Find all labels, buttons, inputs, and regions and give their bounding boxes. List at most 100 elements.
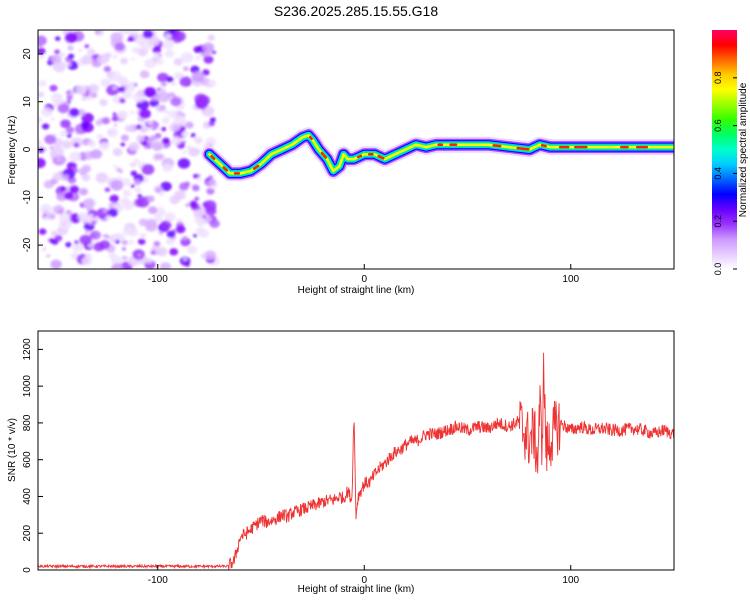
noise-blob xyxy=(209,117,216,123)
noise-blob xyxy=(111,115,119,122)
noise-blob xyxy=(204,250,217,261)
noise-blob xyxy=(164,49,175,58)
noise-blob xyxy=(115,167,122,173)
noise-blob xyxy=(161,117,170,124)
noise-blob xyxy=(147,35,160,46)
noise-blob xyxy=(165,237,175,246)
noise-blob xyxy=(182,235,188,241)
noise-blob xyxy=(80,171,86,176)
noise-blob xyxy=(173,58,183,66)
noise-blob xyxy=(185,121,194,129)
noise-blob xyxy=(50,150,56,155)
colorbar-tick-label: 0.8 xyxy=(713,72,723,85)
noise-blob xyxy=(98,141,110,151)
noise-blob xyxy=(54,234,63,242)
spectrogram-y-tick-label: -10 xyxy=(22,190,33,205)
noise-blob xyxy=(127,38,132,42)
noise-blob xyxy=(122,226,134,236)
noise-blob xyxy=(52,61,66,73)
noise-blob xyxy=(40,107,53,117)
noise-blob xyxy=(156,126,161,130)
snr-y-tick-label: 400 xyxy=(22,488,33,505)
noise-blob xyxy=(136,134,145,143)
noise-blob xyxy=(112,86,117,91)
snr-y-tick-label: 800 xyxy=(22,414,33,431)
noise-blob xyxy=(182,140,187,144)
noise-blob xyxy=(61,174,69,181)
noise-blob xyxy=(81,54,93,65)
noise-blob xyxy=(69,185,80,194)
noise-blob xyxy=(137,253,142,257)
noise-blob xyxy=(124,125,134,133)
noise-blob xyxy=(178,73,184,77)
noise-blob xyxy=(59,52,66,57)
noise-blob xyxy=(164,33,172,40)
noise-blob xyxy=(66,94,73,101)
snr-y-tick-label: 600 xyxy=(22,451,33,468)
noise-blob xyxy=(207,175,214,180)
noise-blob xyxy=(179,256,191,266)
noise-blob xyxy=(153,52,160,58)
snr-x-tick-label: 0 xyxy=(361,575,367,586)
noise-blob xyxy=(95,30,100,35)
noise-blob xyxy=(137,238,146,245)
noise-blob xyxy=(44,134,57,145)
noise-blob xyxy=(100,78,111,88)
noise-blobs xyxy=(38,30,220,269)
noise-blob xyxy=(67,53,75,59)
noise-blob xyxy=(177,158,191,169)
noise-blob xyxy=(80,121,90,129)
noise-blob xyxy=(162,163,173,173)
noise-blob xyxy=(84,230,90,234)
noise-blob xyxy=(97,54,110,65)
noise-blob xyxy=(46,207,52,213)
noise-blob xyxy=(113,123,118,127)
spectrogram-y-tick-label: 0 xyxy=(22,146,33,152)
noise-blob xyxy=(43,216,49,221)
noise-blob xyxy=(67,45,74,51)
noise-blob xyxy=(146,195,155,203)
noise-blob xyxy=(84,253,92,260)
noise-blob xyxy=(38,91,45,98)
noise-blob xyxy=(110,32,124,43)
noise-blob xyxy=(168,110,179,119)
spectrogram-x-label: Height of straight line (km) xyxy=(298,285,415,296)
snr-x-ticks: -100 0 100 xyxy=(148,565,580,586)
snr-frame xyxy=(37,330,675,571)
noise-blob xyxy=(73,142,80,148)
noise-blob xyxy=(111,263,124,269)
noise-blob xyxy=(48,213,56,220)
noise-blob xyxy=(170,97,182,107)
noise-blob xyxy=(180,52,194,63)
noise-blob xyxy=(122,178,132,186)
noise-blob xyxy=(38,47,46,55)
noise-blob xyxy=(166,230,176,239)
noise-blob xyxy=(134,187,142,194)
noise-blob xyxy=(146,257,152,263)
noise-blob xyxy=(160,81,167,87)
noise-blob xyxy=(207,79,217,88)
noise-blob xyxy=(179,182,189,191)
noise-blob xyxy=(72,242,84,252)
noise-blob xyxy=(131,57,135,61)
noise-blob xyxy=(112,112,117,116)
ridge-peak xyxy=(222,166,229,172)
noise-blob xyxy=(157,153,165,160)
noise-blob xyxy=(104,234,110,240)
noise-blob xyxy=(194,216,203,223)
noise-blob xyxy=(153,185,163,193)
noise-blob xyxy=(133,158,140,165)
noise-blob xyxy=(205,51,212,57)
snr-y-label: SNR (10 * v/v) xyxy=(7,418,18,482)
ridge-peak xyxy=(492,144,502,148)
noise-blob xyxy=(200,253,207,259)
noise-blob xyxy=(38,228,47,235)
noise-blob xyxy=(58,171,63,175)
noise-blob xyxy=(95,119,103,126)
snr-y-tick-label: 200 xyxy=(22,524,33,541)
noise-blob xyxy=(91,220,97,225)
noise-blob xyxy=(118,30,130,35)
heatmap-layer xyxy=(38,30,674,269)
noise-blob xyxy=(65,126,75,134)
noise-blob xyxy=(50,54,62,64)
